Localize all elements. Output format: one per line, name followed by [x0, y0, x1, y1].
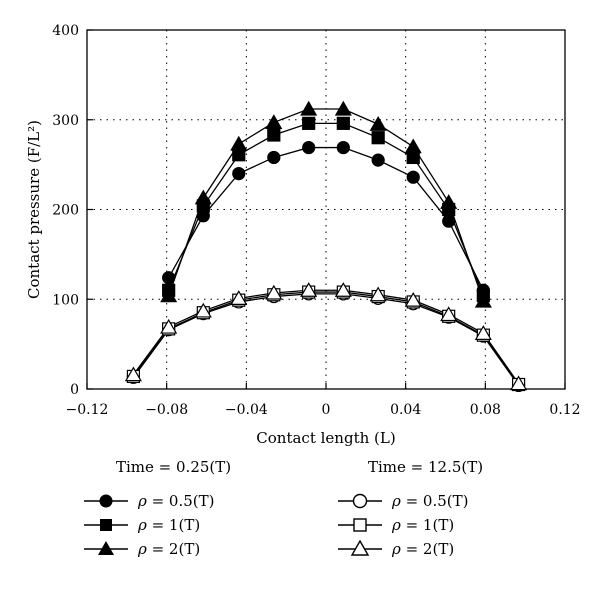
data-point-square — [336, 116, 350, 130]
data-point-triangle — [404, 291, 422, 307]
series-line — [168, 108, 484, 302]
data-point-circle — [442, 214, 456, 228]
y-tick-label: 0 — [70, 382, 79, 398]
data-point-triangle — [474, 325, 492, 340]
data-point-triangle — [334, 100, 352, 116]
data-point-triangle — [369, 116, 387, 131]
x-tick-label: −0.12 — [66, 402, 109, 418]
data-point-triangle — [440, 306, 458, 322]
x-tick-label: −0.04 — [225, 402, 268, 418]
data-point-triangle — [230, 135, 248, 151]
data-point-triangle — [194, 189, 212, 205]
data-point-circle — [267, 150, 281, 165]
data-point-triangle — [510, 375, 528, 391]
data-point-triangle — [160, 287, 178, 303]
data-point-circle — [302, 140, 316, 155]
data-point-circle — [336, 140, 350, 155]
y-tick-label: 400 — [52, 23, 79, 39]
data-point-triangle — [440, 194, 458, 209]
data-point-triangle — [334, 282, 352, 297]
data-point-circle — [232, 167, 246, 181]
x-tick-label: 0 — [322, 402, 331, 418]
data-point-triangle — [160, 318, 178, 334]
x-axis-label: Contact length (L) — [256, 429, 395, 447]
series-line — [132, 291, 520, 385]
data-point-triangle — [300, 282, 318, 297]
data-point-triangle — [124, 366, 142, 382]
data-point-triangle — [265, 284, 283, 300]
data-point-triangle — [230, 290, 248, 305]
data-point-triangle — [369, 286, 387, 302]
data-point-triangle — [300, 100, 318, 116]
data-point-square — [302, 116, 316, 130]
data-point-triangle — [194, 302, 212, 318]
data-point-triangle — [474, 292, 492, 308]
data-point-triangle — [404, 138, 422, 154]
data-point-square — [267, 128, 281, 142]
x-tick-label: −0.08 — [145, 402, 188, 418]
x-tick-label: 0.12 — [549, 402, 580, 418]
y-tick-label: 300 — [52, 113, 79, 129]
x-tick-label: 0.04 — [390, 402, 421, 418]
series-line — [168, 122, 484, 296]
data-point-circle — [162, 271, 176, 285]
data-point-square — [371, 131, 385, 145]
y-axis-label: Contact pressure (F/L²) — [25, 120, 43, 299]
data-point-circle — [371, 153, 385, 167]
y-tick-label: 100 — [52, 292, 79, 308]
y-tick-label: 200 — [52, 203, 79, 219]
data-point-circle — [406, 170, 420, 184]
x-tick-label: 0.08 — [470, 402, 501, 418]
series-line — [132, 293, 520, 386]
series-line — [168, 146, 484, 291]
data-point-triangle — [265, 114, 283, 130]
